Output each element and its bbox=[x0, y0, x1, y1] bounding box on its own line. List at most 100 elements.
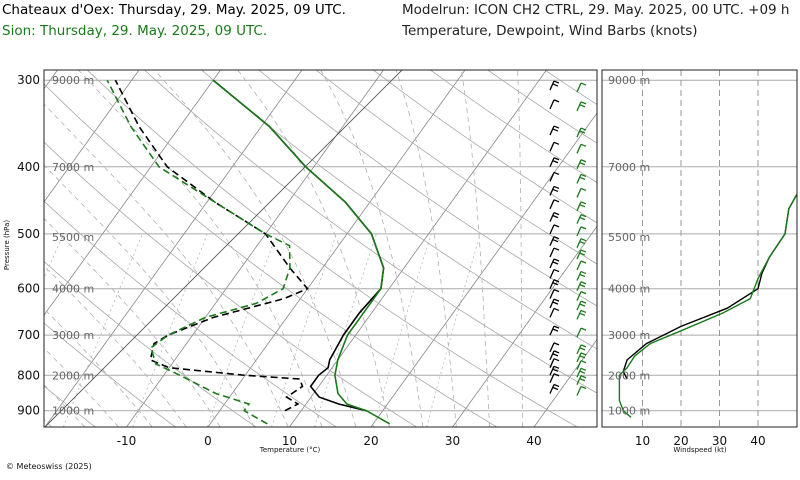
dry-adiabat bbox=[373, 70, 597, 224]
mixing-ratio-line bbox=[132, 233, 208, 427]
wind-barb bbox=[576, 375, 587, 385]
isotherm bbox=[207, 70, 466, 427]
isotherm bbox=[44, 70, 140, 203]
wind-barbs bbox=[549, 80, 587, 396]
wind-barb bbox=[576, 173, 587, 184]
dry-adiabat bbox=[544, 70, 597, 106]
wind-barb bbox=[576, 344, 587, 355]
wind-altitude-label: 5500 m bbox=[608, 231, 650, 244]
pressure-tick-label: 900 bbox=[17, 404, 40, 418]
moist-adiabat bbox=[44, 265, 187, 427]
wind-barb bbox=[549, 342, 560, 353]
dry-adiabat bbox=[315, 70, 597, 265]
dry-adiabat bbox=[659, 70, 800, 427]
wind-barb bbox=[576, 281, 587, 292]
wind-barb bbox=[576, 101, 587, 112]
mixing-ratio-line bbox=[206, 233, 278, 427]
wind-barb bbox=[576, 360, 587, 370]
wind-barb bbox=[549, 289, 560, 299]
wind-barb bbox=[576, 238, 587, 248]
wind-altitude-label: 4000 m bbox=[608, 283, 650, 296]
wind-barb bbox=[549, 99, 560, 110]
dry-adiabat bbox=[144, 70, 597, 394]
windspeed-tick-label: 10 bbox=[635, 434, 650, 448]
wind-barb bbox=[549, 350, 560, 361]
wind-barb bbox=[576, 159, 587, 170]
pressure-tick-label: 300 bbox=[17, 73, 40, 87]
altitude-label: 3000 m bbox=[52, 329, 94, 342]
wind-barb bbox=[576, 201, 587, 212]
wind-barb bbox=[549, 212, 560, 222]
wind-barb bbox=[549, 365, 560, 376]
wind-barb bbox=[549, 268, 560, 279]
isotherm bbox=[697, 70, 800, 427]
wind-barb bbox=[549, 358, 560, 368]
station-temperature-line bbox=[212, 79, 385, 412]
compare-temperature-line bbox=[212, 79, 390, 425]
altitude-label: 2000 m bbox=[52, 369, 94, 382]
dry-adiabat bbox=[258, 70, 597, 307]
moist-adiabat bbox=[395, 70, 457, 427]
moist-adiabat bbox=[154, 70, 357, 427]
dry-adiabat bbox=[774, 70, 800, 427]
wind-barb bbox=[576, 214, 587, 224]
moist-adiabat bbox=[237, 70, 390, 427]
altitude-label: 1000 m bbox=[52, 405, 94, 418]
wind-barb bbox=[576, 367, 587, 378]
moist-adiabat bbox=[517, 70, 524, 427]
windspeed-tick-label: 30 bbox=[712, 434, 727, 448]
temperature-tick-label: -10 bbox=[117, 434, 137, 448]
copyright-notice: © Meteoswiss (2025) bbox=[6, 462, 92, 471]
wind-barb bbox=[549, 171, 560, 182]
wind-frame bbox=[601, 69, 798, 428]
wind-barb bbox=[549, 224, 560, 235]
dry-adiabat bbox=[44, 322, 176, 427]
altitude-label: 7000 m bbox=[52, 161, 94, 174]
wind-altitude-label: 9000 m bbox=[608, 74, 650, 87]
wind-barb bbox=[576, 127, 587, 138]
dry-adiabat bbox=[44, 260, 257, 427]
temperature-tick-label: 40 bbox=[526, 434, 541, 448]
isotherm bbox=[289, 70, 547, 427]
wind-barb bbox=[549, 247, 560, 258]
moist-adiabat bbox=[320, 70, 424, 427]
dry-adiabat bbox=[430, 70, 597, 184]
station-windspeed-line bbox=[622, 192, 797, 380]
temperature-tick-label: 20 bbox=[363, 434, 378, 448]
pressure-tick-label: 600 bbox=[17, 282, 40, 296]
wind-barb bbox=[549, 185, 560, 196]
isotherm bbox=[370, 112, 597, 427]
wind-barb bbox=[576, 291, 587, 301]
mixing-ratio-line bbox=[63, 233, 143, 427]
temperature-tick-label: 10 bbox=[282, 434, 297, 448]
windspeed-tick-label: 40 bbox=[750, 434, 765, 448]
dry-adiabat bbox=[44, 83, 498, 427]
x-axis-label: Temperature (°C) bbox=[259, 446, 321, 454]
moist-adiabat bbox=[78, 70, 323, 427]
wind-barb bbox=[576, 385, 587, 396]
compare-dewpoint-line bbox=[106, 79, 291, 425]
reference-diagonal bbox=[44, 70, 403, 427]
compare-windspeed-line bbox=[618, 192, 797, 418]
mixing-ratio-line bbox=[271, 233, 337, 427]
temperature-tick-label: 30 bbox=[445, 434, 460, 448]
altitude-label: 9000 m bbox=[52, 74, 94, 87]
station-dewpoint-line bbox=[114, 79, 309, 412]
mixing-ratio-line bbox=[314, 233, 377, 427]
y-axis-label: Pressure (hPa) bbox=[3, 220, 11, 270]
wind-barb bbox=[549, 279, 560, 290]
wind-barb bbox=[576, 187, 587, 198]
wind-profile-grid bbox=[602, 70, 797, 427]
model-run-label: Modelrun: ICON CH2 CTRL, 29. May. 2025, … bbox=[402, 2, 790, 18]
isotherm bbox=[44, 70, 221, 316]
wind-barb bbox=[549, 157, 560, 168]
skewt-series bbox=[106, 79, 390, 425]
wind-barb bbox=[576, 226, 587, 237]
dry-adiabat bbox=[201, 70, 597, 350]
temperature-tick-label: 0 bbox=[204, 434, 212, 448]
wind-barb bbox=[576, 260, 587, 271]
wind-barb bbox=[549, 141, 560, 152]
isotherm bbox=[44, 70, 303, 427]
wind-barb bbox=[549, 125, 560, 136]
dry-adiabat bbox=[44, 141, 417, 427]
